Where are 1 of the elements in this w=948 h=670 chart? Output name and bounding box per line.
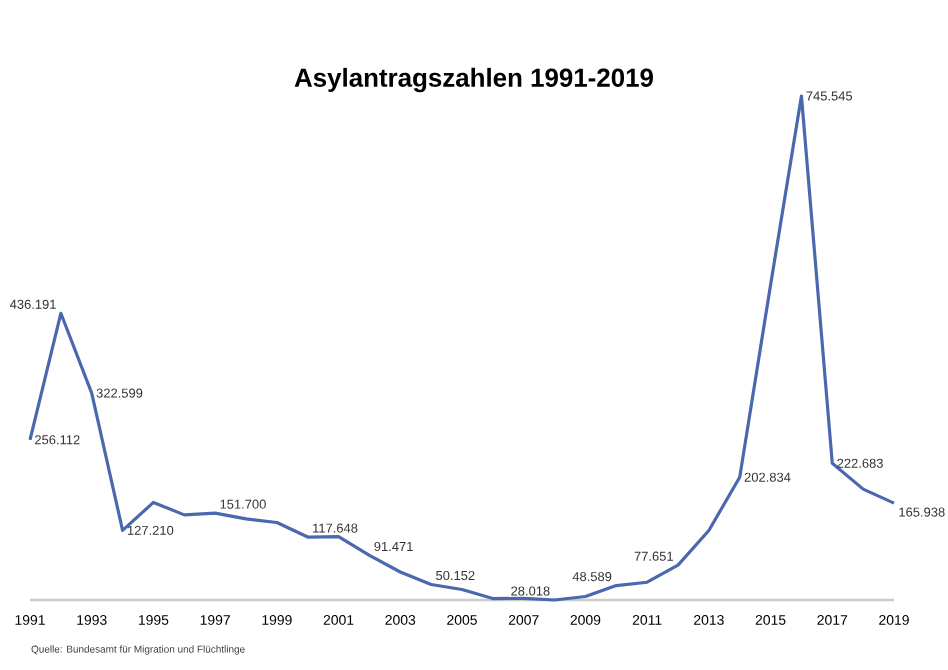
chart-title: Asylantragszahlen 1991-2019: [294, 67, 653, 93]
